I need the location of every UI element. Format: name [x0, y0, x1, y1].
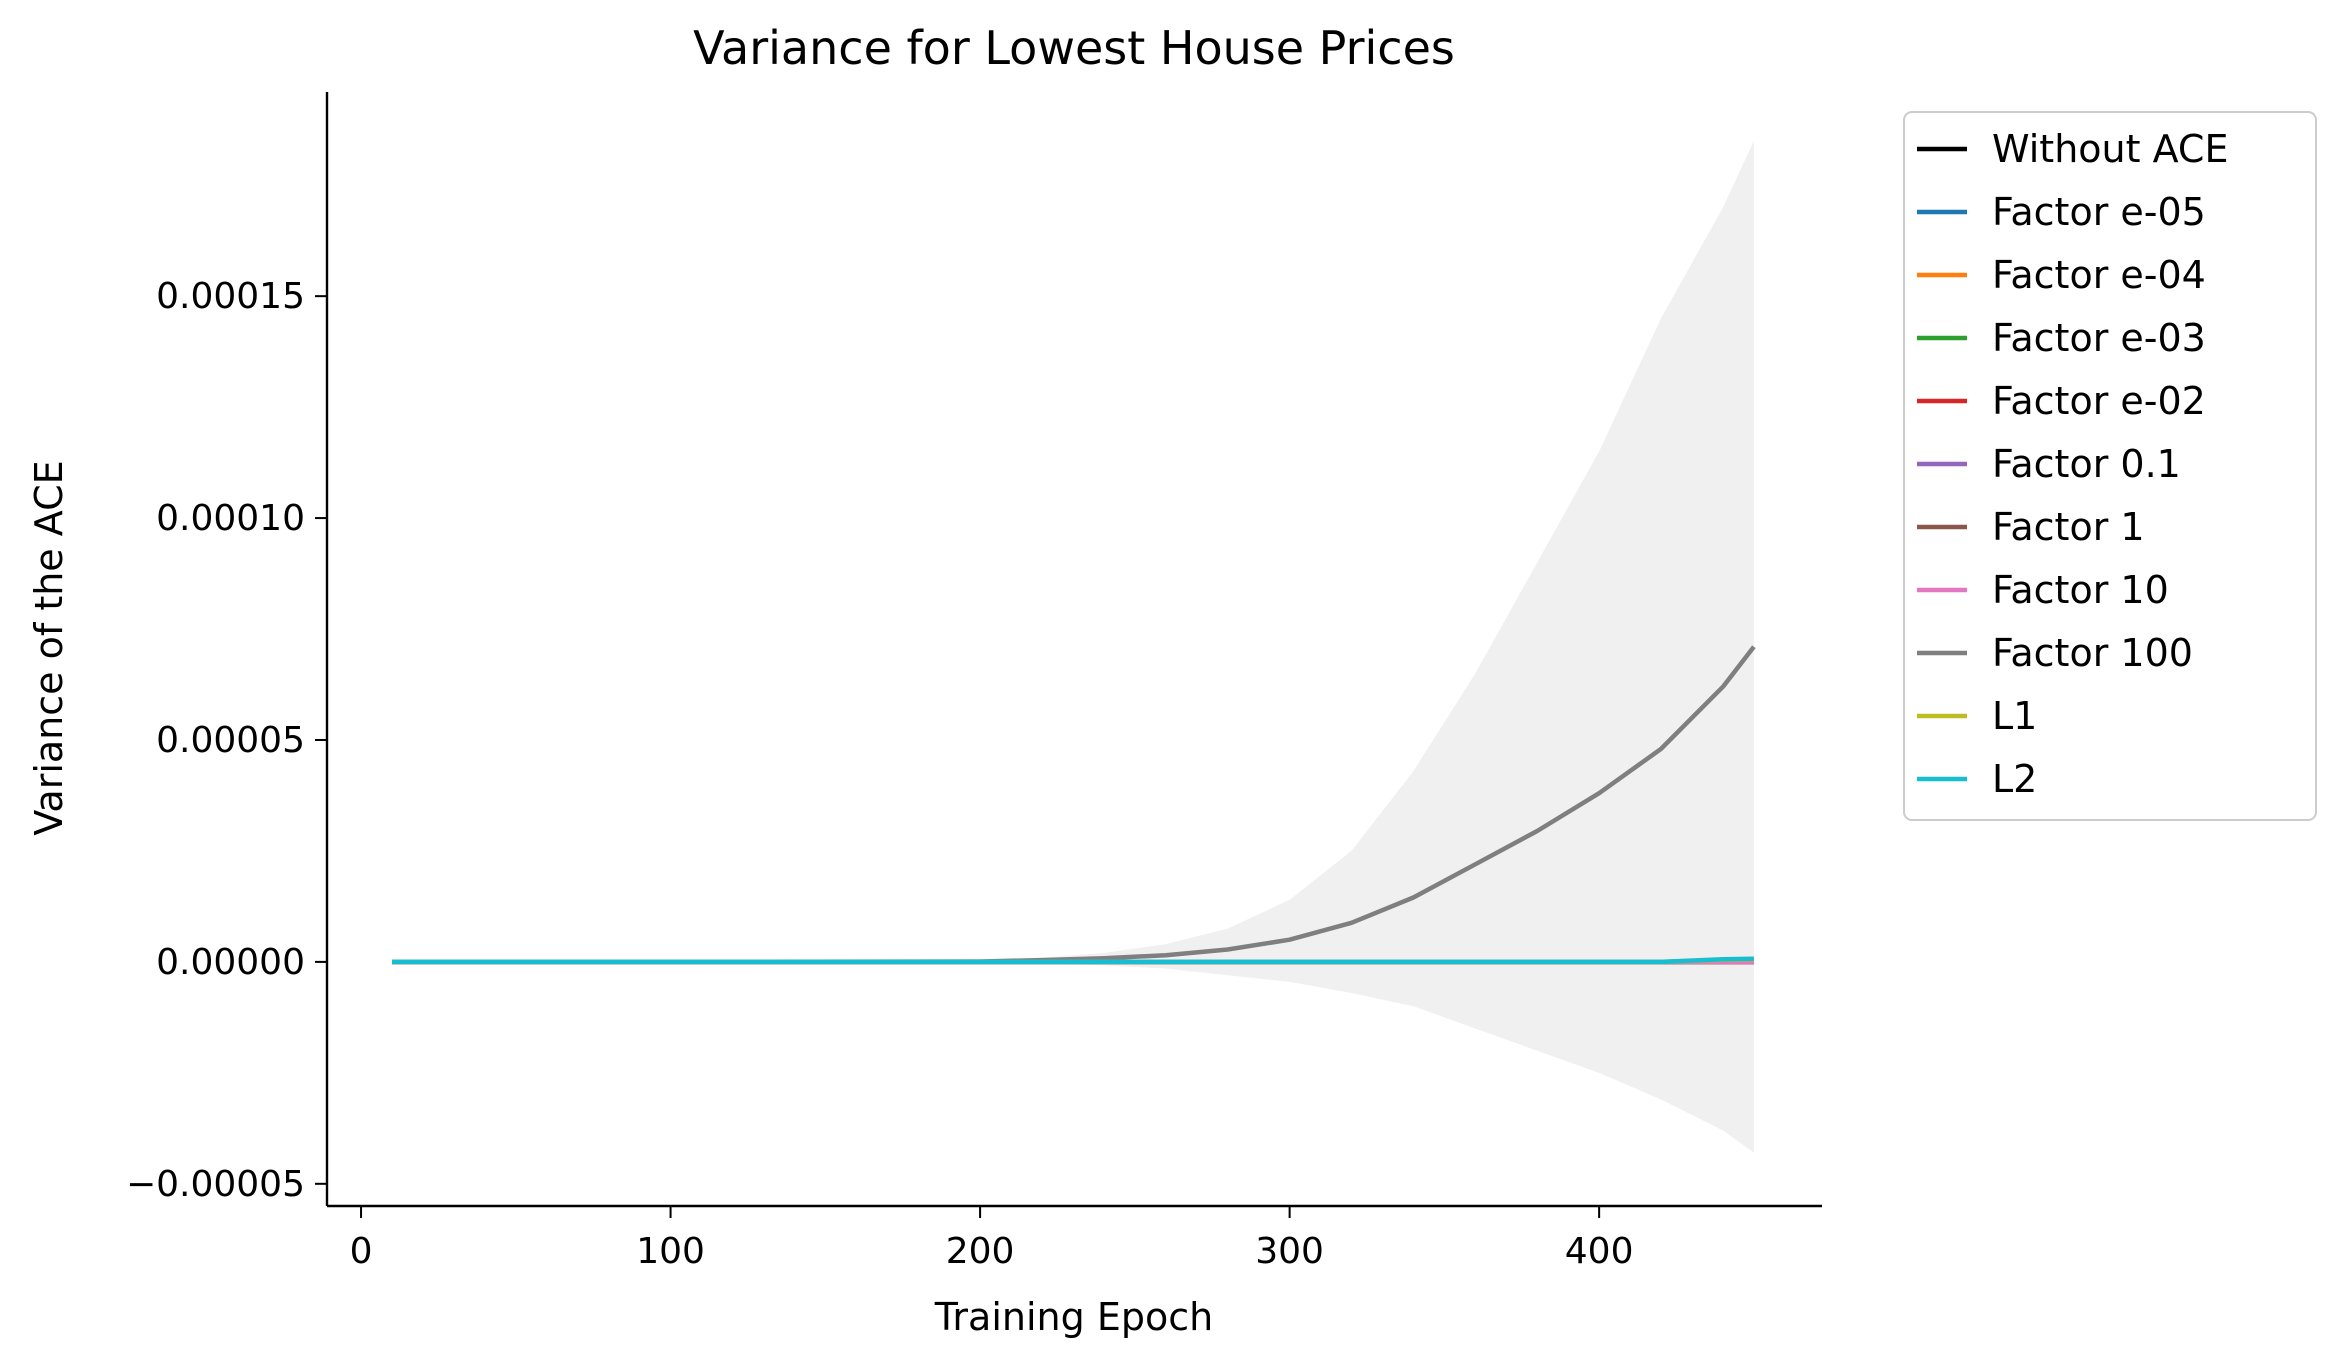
- x-tick-label: 0: [350, 1231, 373, 1272]
- series-layer: [392, 645, 1756, 965]
- legend-label-factor-10: Factor 10: [1992, 568, 2169, 612]
- x-tick-label: 100: [636, 1231, 705, 1272]
- x-ticks: 0 100 200 300 400: [350, 1206, 1634, 1272]
- legend-label-factor-0-1: Factor 0.1: [1992, 442, 2181, 486]
- y-tick-label: −0.00005: [126, 1164, 305, 1205]
- y-axis-label: Variance of the ACE: [27, 460, 71, 835]
- legend-label-factor-e-04: Factor e-04: [1992, 253, 2206, 297]
- factor-100-confidence-band: [392, 140, 1754, 1153]
- y-tick-label: 0.00000: [156, 942, 305, 983]
- legend-label-l1: L1: [1992, 694, 2037, 738]
- legend-label-factor-e-02: Factor e-02: [1992, 379, 2206, 423]
- x-tick-label: 400: [1565, 1231, 1634, 1272]
- y-ticks: −0.00005 0.00000 0.00005 0.00010 0.00015: [126, 276, 327, 1205]
- y-tick-label: 0.00005: [156, 720, 305, 761]
- legend: Without ACE Factor e-05 Factor e-04 Factor …: [1903, 111, 2317, 821]
- legend-frame: [1903, 111, 2317, 821]
- series-line-l2: [392, 956, 1754, 965]
- x-tick-label: 300: [1255, 1231, 1324, 1272]
- legend-label-factor-1: Factor 1: [1992, 505, 2145, 549]
- x-tick-label: 200: [946, 1231, 1015, 1272]
- legend-label-without-ace: Without ACE: [1992, 127, 2228, 171]
- y-tick-label: 0.00015: [156, 276, 305, 317]
- legend-label-factor-100: Factor 100: [1992, 631, 2193, 675]
- x-axis-label: Training Epoch: [934, 1295, 1213, 1339]
- legend-label-factor-e-03: Factor e-03: [1992, 316, 2206, 360]
- confidence-band-layer: [392, 140, 1754, 1153]
- chart-title: Variance for Lowest House Prices: [693, 21, 1455, 75]
- y-tick-label: 0.00010: [156, 498, 305, 539]
- axes-layer: [325, 92, 1822, 1208]
- legend-label-l2: L2: [1992, 757, 2037, 801]
- legend-label-factor-e-05: Factor e-05: [1992, 190, 2206, 234]
